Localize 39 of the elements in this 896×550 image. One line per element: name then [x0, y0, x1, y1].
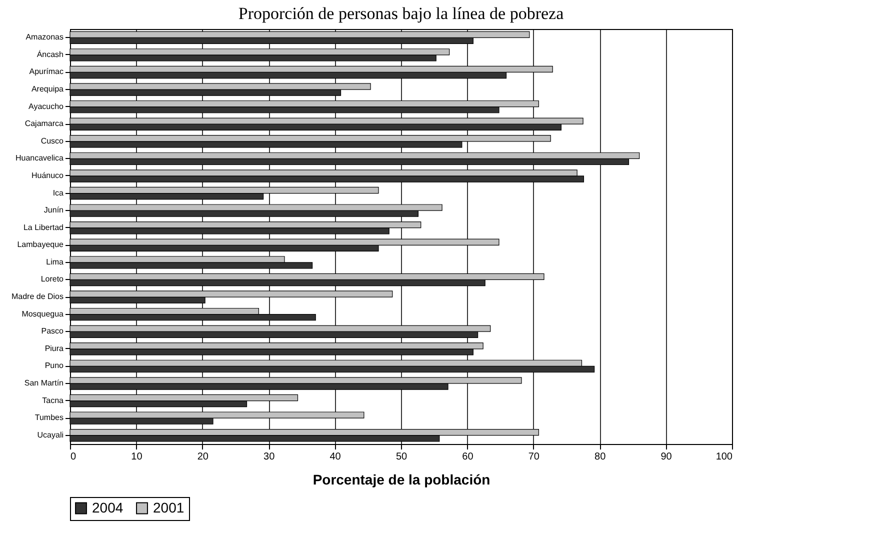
y-tick-label: Ica — [52, 188, 64, 198]
y-tick-label: Tumbes — [34, 413, 64, 422]
chart-title: Proporción de personas bajo la línea de pobreza — [238, 4, 564, 23]
y-tick-label: Puno — [44, 361, 64, 370]
y-tick-label: Apurímac — [29, 67, 64, 76]
x-tick-label: 90 — [660, 452, 672, 462]
x-tick-label: 10 — [131, 452, 143, 462]
x-tick-label: 70 — [528, 452, 540, 462]
y-tick-label: Pasco — [41, 326, 64, 336]
y-tick-label: Tacna — [42, 396, 64, 405]
y-tick-label: Cajamarca — [24, 119, 64, 128]
x-tick-label: 0 — [70, 452, 76, 462]
y-tick-label: Lambayeque — [17, 240, 64, 250]
y-tick-label: Madre de Dios — [11, 292, 64, 302]
y-tick-label: Huancavelica — [15, 154, 64, 163]
x-tick-label: 30 — [264, 452, 276, 462]
legend-label: 2001 — [153, 499, 184, 516]
y-tick-label: Cusco — [40, 136, 64, 146]
y-tick-label: Ayacucho — [28, 102, 64, 111]
y-tick-label: Lima — [46, 257, 64, 266]
x-axis-title: Porcentaje de la población — [312, 472, 490, 488]
y-tick-label: Amazonas — [26, 32, 64, 42]
y-tick-label: Loreto — [40, 274, 64, 284]
x-tick-label: 100 — [716, 452, 733, 462]
legend-label: 2004 — [92, 499, 124, 516]
y-tick-label: Mosquegua — [22, 309, 64, 318]
x-tick-label: 40 — [330, 452, 342, 462]
y-tick-label: Áncash — [36, 50, 64, 59]
y-tick-label: Junín — [44, 206, 64, 215]
y-tick-label: La Libertad — [23, 222, 64, 232]
x-tick-label: 80 — [594, 452, 606, 462]
x-tick-label: 50 — [396, 452, 408, 462]
x-tick-label: 60 — [462, 452, 474, 462]
y-tick-label: Ucayali — [37, 430, 64, 440]
y-tick-label: Piura — [44, 344, 64, 353]
x-tick-label: 20 — [197, 452, 209, 462]
y-tick-label: San Martín — [24, 378, 64, 388]
y-tick-label: Arequipa — [31, 84, 64, 94]
y-tick-label: Huánuco — [31, 170, 64, 180]
